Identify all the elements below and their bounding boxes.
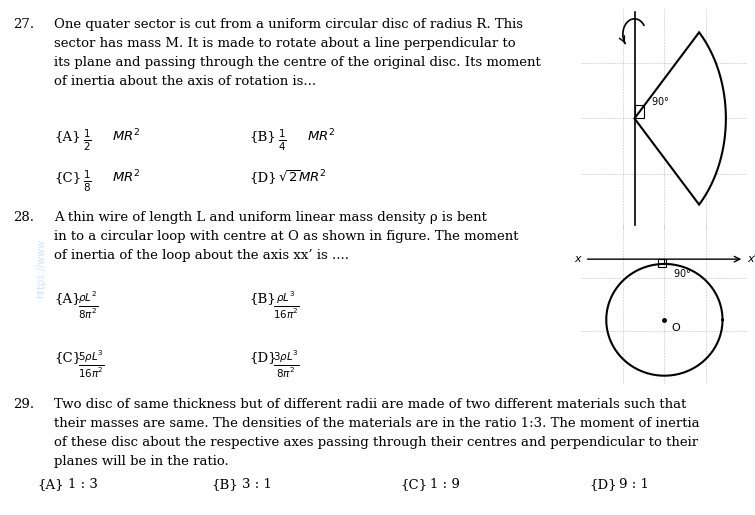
Text: {C}: {C} [400,478,427,491]
Text: $\frac{3\rho L^3}{8\pi^2}$: $\frac{3\rho L^3}{8\pi^2}$ [273,349,299,381]
Text: {B}: {B} [211,478,238,491]
Text: $MR^2$: $MR^2$ [307,128,335,144]
Text: 1 : 9: 1 : 9 [430,478,461,491]
Text: {C}: {C} [54,171,82,184]
Text: {B}: {B} [249,293,276,305]
Text: $\sqrt{2}MR^2$: $\sqrt{2}MR^2$ [278,169,326,184]
Bar [634,105,645,118]
Text: $\frac{5\rho L^3}{16\pi^2}$: $\frac{5\rho L^3}{16\pi^2}$ [78,349,104,381]
Text: 27.: 27. [14,18,35,31]
Text: {D}: {D} [249,171,277,184]
Text: {A}: {A} [54,293,81,305]
Text: $90°$: $90°$ [651,95,670,107]
Text: One quater sector is cut from a uniform circular disc of radius R. This
sector h: One quater sector is cut from a uniform … [54,18,541,88]
Text: $\frac{1}{8}$: $\frac{1}{8}$ [83,169,91,194]
Text: $\frac{1}{4}$: $\frac{1}{4}$ [278,128,286,153]
Text: $\frac{\rho L^2}{8\pi^2}$: $\frac{\rho L^2}{8\pi^2}$ [78,289,98,321]
Text: $MR^2$: $MR^2$ [112,128,140,144]
Text: O: O [671,323,680,333]
Text: {A}: {A} [54,130,81,143]
Bar [658,259,666,267]
Text: {D}: {D} [249,351,277,364]
Text: $MR^2$: $MR^2$ [112,169,140,185]
Text: $90°$: $90°$ [673,267,691,279]
Polygon shape [634,32,726,204]
Text: x: x [575,254,581,264]
Text: $\frac{1}{2}$: $\frac{1}{2}$ [83,128,91,153]
Text: {D}: {D} [589,478,617,491]
Text: Two disc of same thickness but of different radii are made of two different mate: Two disc of same thickness but of differ… [54,398,700,468]
Text: https://www.: https://www. [36,237,47,298]
Text: $\frac{\rho L^3}{16\pi^2}$: $\frac{\rho L^3}{16\pi^2}$ [273,289,299,321]
Text: x': x' [747,254,755,264]
Text: 29.: 29. [14,398,35,410]
Text: {A}: {A} [38,478,64,491]
Text: 3 : 1: 3 : 1 [242,478,272,491]
Text: 1 : 3: 1 : 3 [68,478,98,491]
Text: A thin wire of length L and uniform linear mass density ρ is bent
in to a circul: A thin wire of length L and uniform line… [54,211,519,262]
Text: 9 : 1: 9 : 1 [619,478,649,491]
Text: {B}: {B} [249,130,276,143]
Text: 28.: 28. [14,211,35,224]
Text: {C}: {C} [54,351,82,364]
